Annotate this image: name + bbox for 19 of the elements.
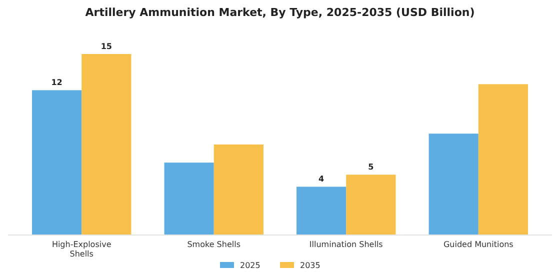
data-label: 4: [318, 174, 325, 184]
bar: [428, 134, 478, 235]
bar: [164, 162, 214, 235]
bar: [478, 84, 528, 235]
bar: [32, 90, 82, 235]
legend-label: 2025: [240, 261, 260, 270]
chart-title: Artillery Ammunition Market, By Type, 2025-2035 (USD Billion): [85, 6, 475, 19]
data-label: 12: [51, 78, 62, 88]
x-tick-label: Guided Munitions: [443, 240, 514, 249]
bar: [346, 174, 396, 235]
legend-label: 2035: [300, 261, 320, 270]
bar: [214, 144, 264, 235]
x-tick-label: High-Explosive Shells: [52, 240, 112, 258]
bar: [82, 54, 132, 235]
data-label: 5: [368, 162, 374, 172]
data-label: 15: [100, 42, 112, 51]
x-tick-label: Illumination Shells: [309, 240, 383, 249]
bar: [296, 186, 346, 235]
x-tick-label: Smoke Shells: [187, 240, 240, 249]
